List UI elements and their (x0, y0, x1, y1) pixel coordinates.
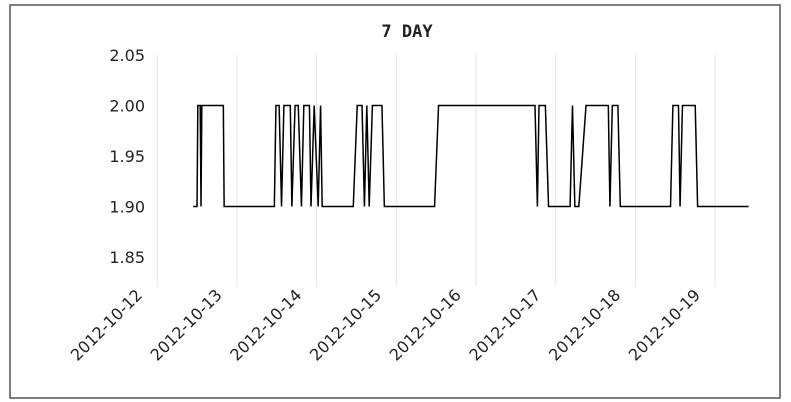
chart-frame (9, 4, 781, 399)
line-series (193, 104, 749, 208)
y-tick-label: 1.95 (109, 147, 145, 166)
y-tick-label: 1.90 (109, 198, 145, 217)
chart-title: 7 DAY (381, 22, 433, 42)
y-tick-label: 2.00 (109, 97, 145, 116)
y-tick-label: 2.05 (109, 46, 145, 65)
y-tick-label: 1.85 (109, 248, 145, 267)
